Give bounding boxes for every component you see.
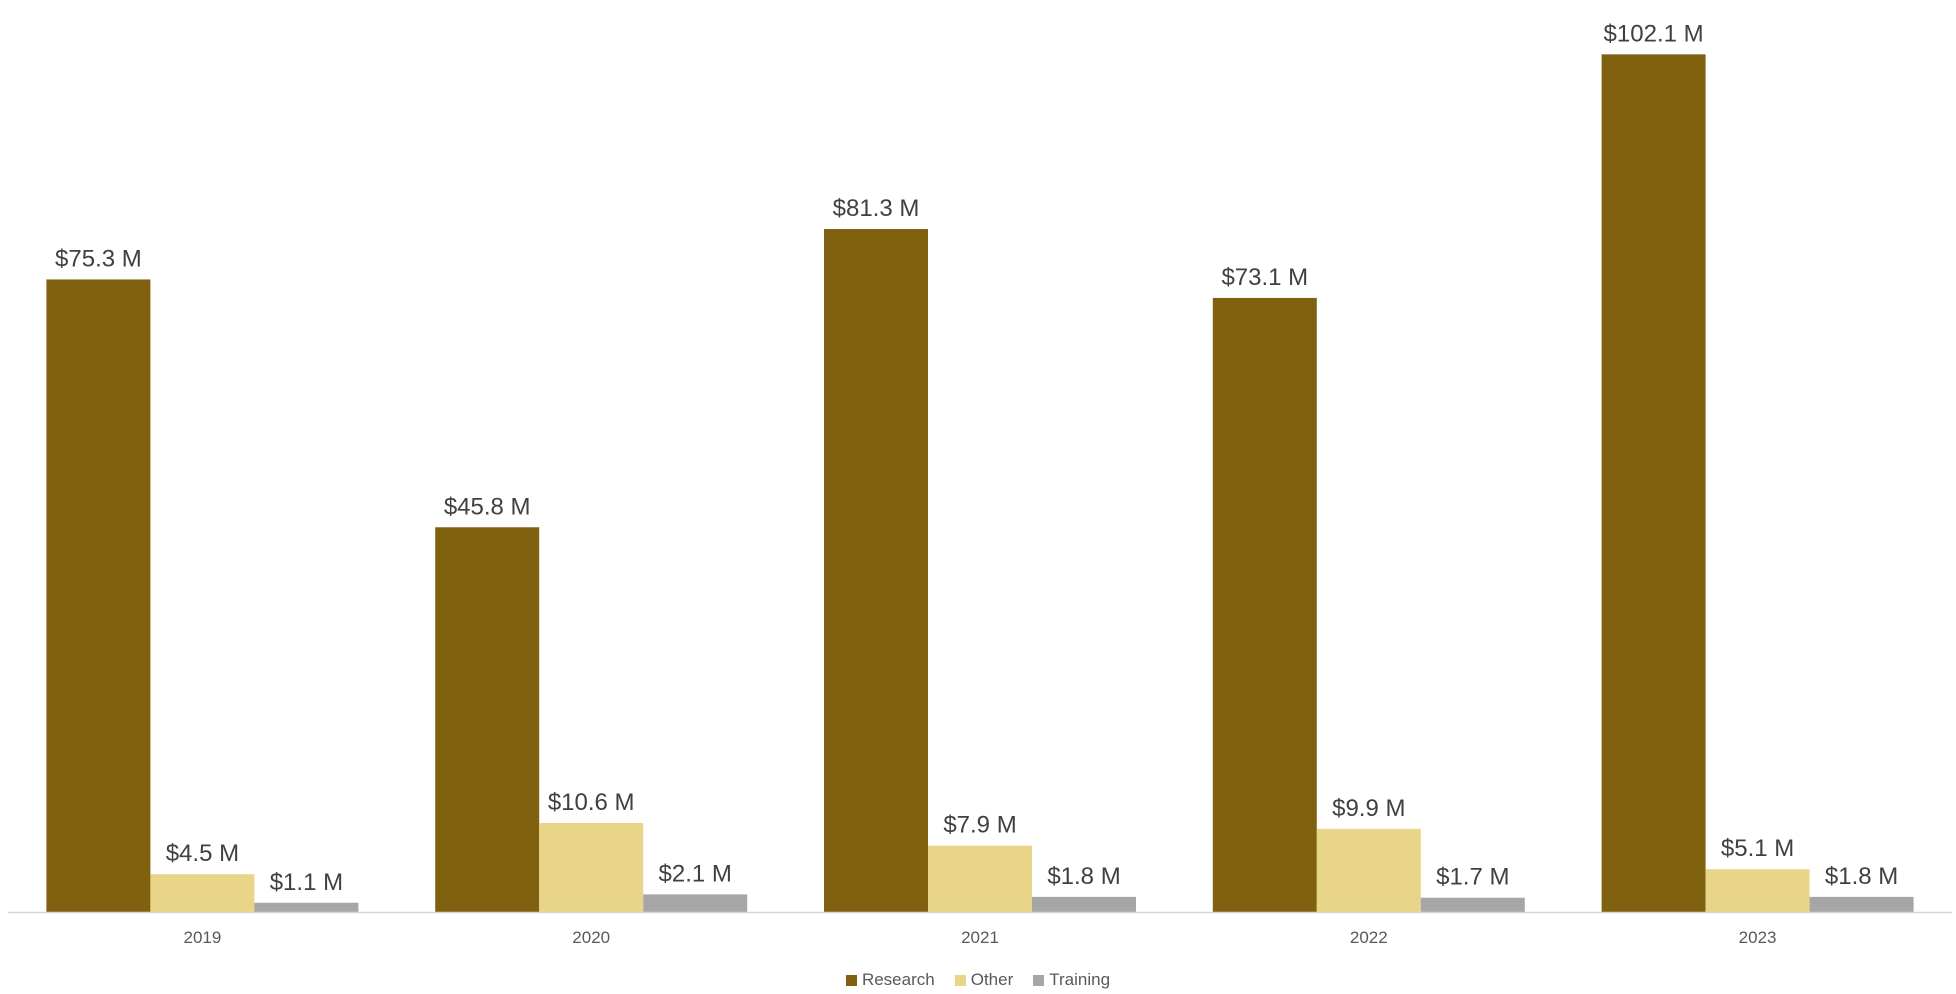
legend-swatch-research xyxy=(845,974,857,986)
legend-label-training: Training xyxy=(1049,970,1111,989)
bar-training-2021 xyxy=(1032,896,1136,912)
bar-other-2020 xyxy=(539,822,644,912)
data-label-training-2022: $1.7 M xyxy=(1436,864,1509,891)
data-label-research-2022: $73.1 M xyxy=(1221,264,1308,291)
data-label-other-2020: $10.6 M xyxy=(548,789,635,816)
data-label-research-2019: $75.3 M xyxy=(55,245,142,272)
data-label-other-2019: $4.5 M xyxy=(166,840,239,867)
data-label-other-2021: $7.9 M xyxy=(943,812,1016,839)
data-label-training-2020: $2.1 M xyxy=(659,860,732,887)
bar-research-2022 xyxy=(1212,297,1317,912)
data-label-training-2021: $1.8 M xyxy=(1047,863,1120,890)
data-label-other-2022: $9.9 M xyxy=(1332,795,1405,822)
legend-label-other: Other xyxy=(970,970,1014,989)
bar-other-2019 xyxy=(150,874,255,912)
bar-research-2019 xyxy=(46,279,151,912)
x-tick-label-2019: 2019 xyxy=(183,928,221,947)
data-label-research-2020: $45.8 M xyxy=(444,493,531,520)
x-tick-label-2020: 2020 xyxy=(572,928,610,947)
data-label-other-2023: $5.1 M xyxy=(1721,835,1794,862)
data-label-research-2021: $81.3 M xyxy=(833,195,920,222)
data-label-training-2019: $1.1 M xyxy=(270,869,343,896)
bar-training-2022 xyxy=(1420,897,1525,912)
legend: Research Other Training xyxy=(0,970,1956,990)
x-tick-label-2022: 2022 xyxy=(1350,928,1388,947)
bar-training-2020 xyxy=(643,894,748,912)
bar-training-2019 xyxy=(254,902,359,912)
legend-item-other: Other xyxy=(954,970,1014,990)
bar-other-2023 xyxy=(1705,869,1810,912)
bar-research-2021 xyxy=(824,229,928,913)
legend-item-training: Training xyxy=(1033,970,1110,990)
bar-research-2023 xyxy=(1601,54,1706,912)
bar-other-2021 xyxy=(928,845,1032,912)
data-label-research-2023: $102.1 M xyxy=(1604,20,1704,47)
data-label-training-2023: $1.8 M xyxy=(1825,863,1898,890)
bar-training-2023 xyxy=(1809,896,1914,912)
legend-item-research: Research xyxy=(845,970,935,990)
legend-label-research: Research xyxy=(861,970,935,989)
legend-swatch-other xyxy=(954,974,966,986)
bar-research-2020 xyxy=(435,527,540,912)
legend-swatch-training xyxy=(1033,974,1045,986)
x-tick-label-2021: 2021 xyxy=(961,928,999,947)
bar-other-2022 xyxy=(1316,828,1421,912)
x-tick-label-2023: 2023 xyxy=(1739,928,1777,947)
